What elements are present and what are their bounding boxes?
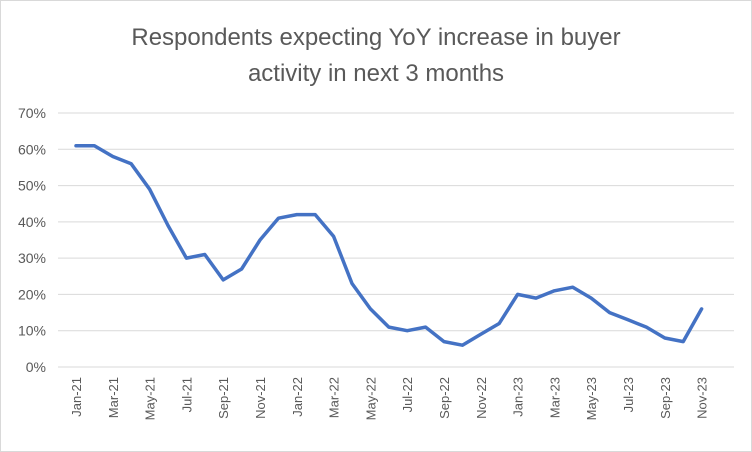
y-tick-label: 20%	[18, 286, 46, 302]
x-tick-label: Jan-22	[290, 377, 305, 417]
gridlines	[58, 112, 734, 368]
y-tick-label: 40%	[18, 214, 46, 230]
x-tick-label: Nov-22	[474, 377, 489, 419]
x-tick-label: May-23	[584, 377, 599, 420]
chart-title-line-1: Respondents expecting YoY increase in bu…	[131, 24, 621, 51]
x-tick-label: Mar-22	[327, 377, 342, 418]
x-tick-label: Jul-23	[621, 377, 636, 412]
x-axis-tick-labels: Jan-21 Mar-21 May-21 Jul-21 Sep-21 Nov-21 Jan-…	[69, 377, 710, 420]
x-tick-label: Mar-23	[547, 377, 562, 418]
x-tick-label: May-22	[363, 377, 378, 420]
x-tick-label: Jul-21	[179, 377, 194, 412]
y-tick-label: 70%	[18, 105, 46, 121]
x-tick-label: Jan-23	[511, 377, 526, 417]
y-tick-label: 0%	[26, 359, 46, 375]
chart-title: Respondents expecting YoY increase in bu…	[76, 20, 676, 92]
x-tick-label: Sep-22	[437, 377, 452, 419]
x-tick-label: Nov-21	[253, 377, 268, 419]
x-tick-label: Jul-22	[400, 377, 415, 412]
x-tick-label: Nov-23	[695, 377, 710, 419]
y-tick-label: 60%	[18, 141, 46, 157]
x-tick-label: Jan-21	[69, 377, 84, 417]
x-tick-label: Mar-21	[106, 377, 121, 418]
chart-title-line-2: activity in next 3 months	[247, 60, 505, 87]
series-line	[74, 143, 704, 347]
x-tick-label: Sep-21	[216, 377, 231, 419]
y-tick-label: 30%	[18, 250, 46, 266]
plot-area	[74, 143, 704, 347]
x-tick-label: May-21	[143, 377, 158, 420]
y-tick-label: 50%	[18, 178, 46, 194]
y-tick-label: 10%	[18, 323, 46, 339]
x-tick-label: Sep-23	[658, 377, 673, 419]
y-axis-tick-labels: 0% 10% 20% 30% 40% 50% 60% 70%	[18, 105, 46, 375]
